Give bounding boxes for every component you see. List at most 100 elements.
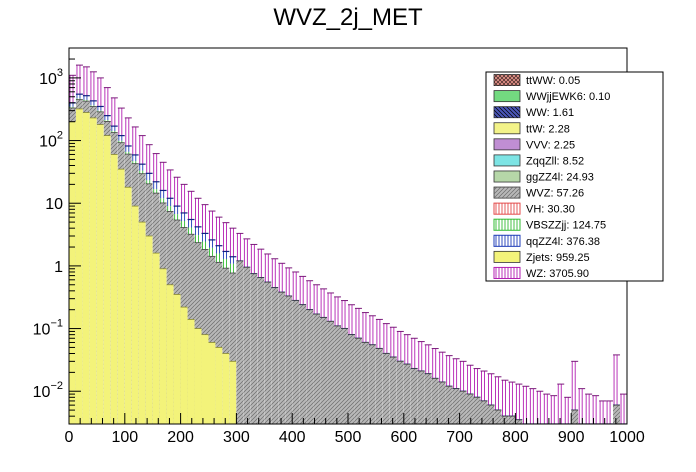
x-tick-label: 900 [558,429,585,446]
bar-WVZ-58 [473,396,481,424]
bar-WVZ-38 [334,325,342,424]
x-tick-label: 800 [502,429,529,446]
bar-WVZ-36 [320,317,328,424]
bar-WVZ-49 [410,368,418,424]
y-tick-label: 102 [39,130,63,151]
bar-WZ-71 [564,396,572,424]
bar-WVZ-23 [229,272,237,424]
bar-WZ-70 [557,383,565,424]
legend-label: WW: 1.61 [526,107,574,119]
legend-entry: WVZ: 57.26 [493,186,584,200]
bar-WVZ-78 [613,404,621,424]
bar-WZ-64 [515,383,523,424]
bar-WVZ-47 [396,360,404,424]
bar-Zjets-9 [131,205,139,424]
y-tick-label: 10−1 [33,318,63,339]
legend-swatch [493,122,521,135]
bar-WVZ-62 [501,415,509,424]
histogram-bars [69,64,627,424]
x-tick-label: 300 [223,429,250,446]
bar-Zjets-4 [96,124,104,424]
bar-WVZ-32 [292,300,300,424]
bar-WVZ-51 [424,373,432,424]
legend-entry: qqZZ4l: 376.38 [493,234,600,248]
bar-WZ-76 [599,400,607,424]
legend-label: VBSZZjj: 124.75 [526,220,606,232]
bar-WZ-73 [578,388,586,424]
x-tick-label: 400 [279,429,306,446]
bar-WVZ-42 [361,342,369,424]
legend-swatch [493,170,521,183]
legend-entry: ttW: 2.28 [493,122,570,135]
bar-WZ-69 [550,395,558,424]
legend-label: Zjets: 959.25 [526,252,590,264]
bar-Zjets-21 [215,347,223,424]
bar-WVZ-50 [417,370,425,424]
bar-Zjets-3 [89,117,97,424]
bar-Zjets-7 [117,168,125,424]
bar-WZ-68 [543,393,551,424]
bar-Zjets-14 [166,284,174,424]
bar-WVZ-43 [368,344,376,424]
bar-WVZ-21 [215,261,223,424]
bar-WVZ-41 [354,337,362,424]
legend-entry: WW: 1.61 [493,106,574,119]
bar-WVZ-72 [571,409,579,424]
legend-label: VVV: 2.25 [526,139,575,151]
bar-WZ-65 [522,385,530,424]
legend-label: VH: 30.30 [526,204,575,216]
y-tick-label: 103 [39,67,63,88]
bar-Zjets-15 [173,294,181,424]
legend-label: qqZZ4l: 376.38 [526,236,600,248]
y-tick-label: 10−2 [33,380,63,401]
legend-swatch [493,202,521,215]
legend-swatch [493,138,521,151]
x-tick-label: 0 [65,429,74,446]
legend-swatch [493,234,521,247]
bar-WVZ-37 [327,321,335,424]
bar-WVZ-31 [285,295,293,424]
bar-WVZ-56 [459,390,467,424]
legend-swatch [493,250,521,263]
x-tick-label: 100 [111,429,138,446]
bar-Zjets-18 [194,328,202,424]
legend-swatch [493,90,521,103]
legend-label: ZqqZll: 8.52 [526,155,584,167]
bar-WVZ-25 [243,266,251,424]
bar-Zjets-22 [222,353,230,424]
legend-entry: ttWW: 0.05 [493,74,580,87]
bar-Zjets-5 [103,135,111,424]
bar-WVZ-28 [264,281,272,424]
legend-entry: Zjets: 959.25 [493,250,590,264]
bar-Zjets-10 [138,221,146,424]
bar-WVZ-22 [222,267,230,424]
bar-WVZ-54 [445,385,453,424]
bar-Zjets-6 [110,154,118,424]
bar-WVZ-20 [208,255,216,424]
bar-Zjets-11 [145,235,153,424]
bar-WVZ-40 [348,334,355,424]
bar-WVZ-53 [438,381,446,424]
bar-WVZ-46 [389,356,397,424]
legend-swatch [493,218,521,231]
bar-Zjets-20 [208,342,216,424]
x-tick-label: 500 [335,429,362,446]
bar-WVZ-39 [341,328,348,424]
legend-label: ggZZ4l: 24.93 [526,172,594,184]
legend-label: WZ: 3705.90 [526,268,589,280]
bar-WVZ-29 [271,287,279,424]
legend-entry: ZqqZll: 8.52 [493,154,584,167]
bar-Zjets-2 [82,112,90,424]
bar-WVZ-26 [250,273,258,424]
x-tick-label: 700 [446,429,473,446]
bar-WZ-77 [606,400,614,424]
bar-WVZ-30 [278,291,286,424]
legend-entry: WWjjEWK6: 0.10 [493,90,610,103]
axes: 0 100 200 300 400 500 600 700 800 900 1000 10−2 10−1… [33,47,645,446]
legend-swatch [493,154,521,167]
bar-WVZ-34 [306,309,314,424]
bar-WVZ-63 [508,415,516,424]
y-tick-label: 10 [45,196,63,213]
bar-WVZ-27 [257,277,265,424]
